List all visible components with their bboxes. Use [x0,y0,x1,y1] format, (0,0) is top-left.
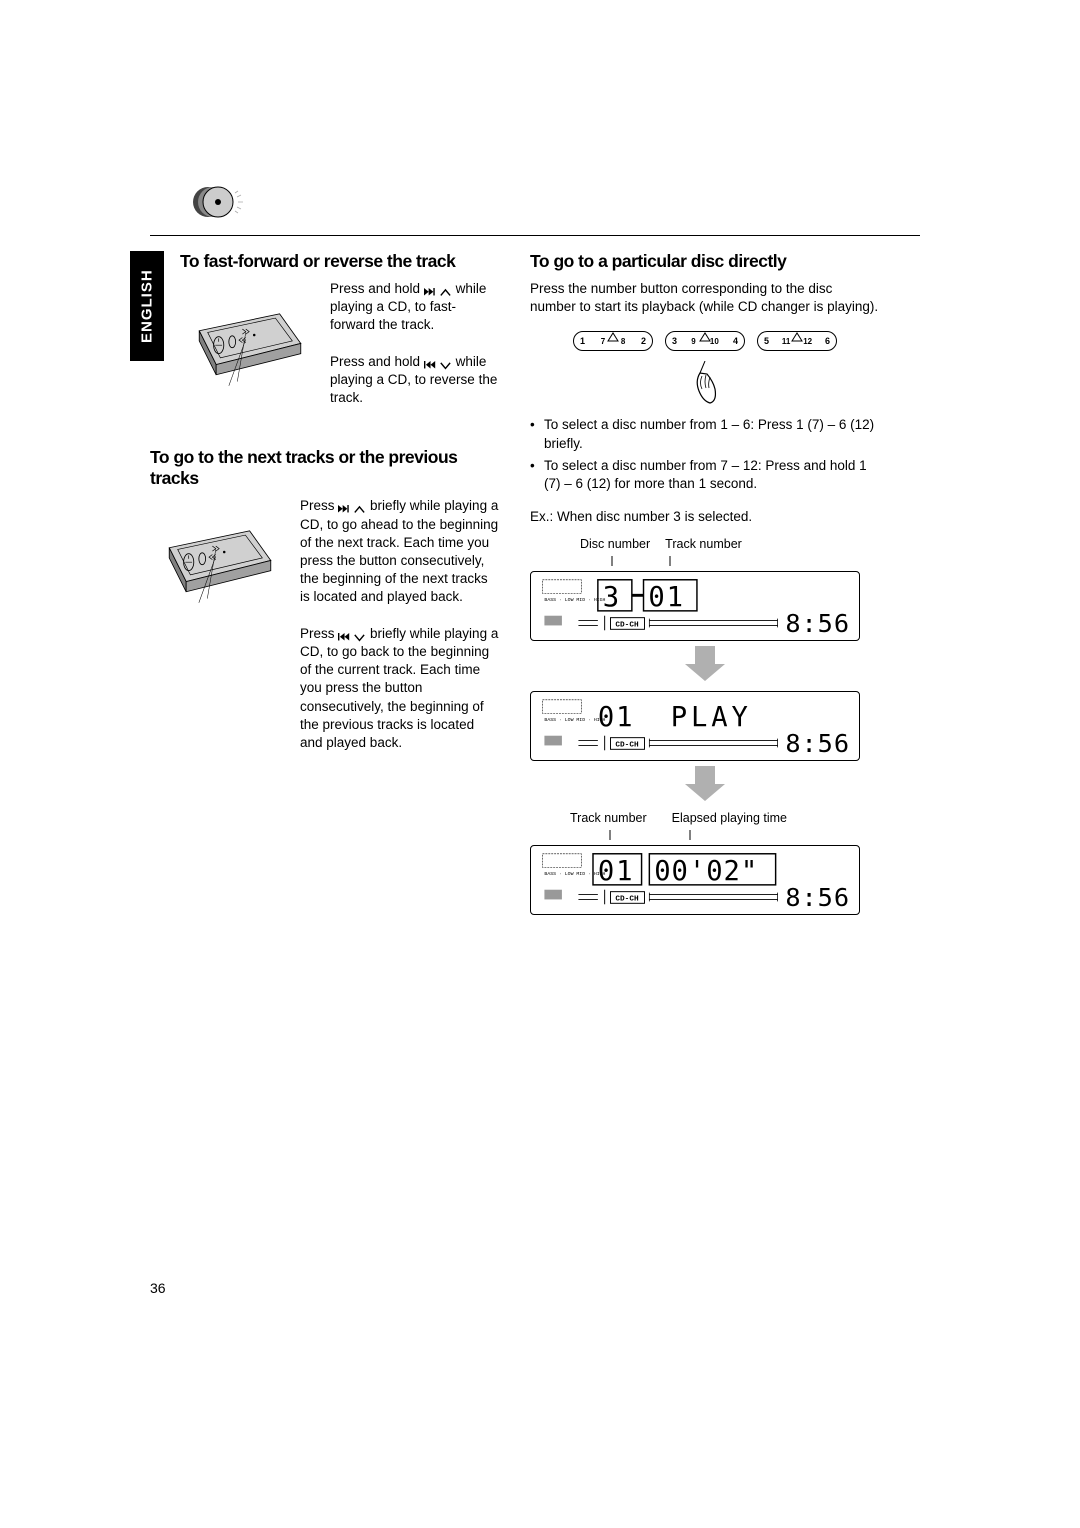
btn-num: 3 [672,336,677,346]
triangle-icon [699,332,711,344]
button-3-9-10-4[interactable]: 3 9 10 4 [665,331,745,351]
triangle-icon [607,332,619,344]
bullet-text: To select a disc number from 7 – 12: Pre… [544,457,880,493]
control-panel-diagram-2 [150,497,290,607]
horizontal-rule [150,235,920,236]
cd-stack-icon [190,185,920,225]
next-text: Press briefly while playing a CD, to go … [300,497,500,606]
fast-forward-up-icon [424,284,452,294]
prev-text: Press briefly while playing a CD, to go … [300,625,500,753]
section-title-ff: To fast-forward or reverse the track [180,251,500,272]
btn-num: 1 [580,336,585,346]
lcd-display-1: BASS · LOW MID · HIGH 3 01 CD-CH 8 [530,571,860,641]
lcd-display-2: BASS · LOW MID · HIGH 01 PLAY CD-CH 8:56 [530,691,860,761]
control-panel-diagram-1 [180,280,320,390]
svg-text:8:56: 8:56 [785,729,850,758]
svg-text:BASS · LOW MID · HIGH: BASS · LOW MID · HIGH [544,717,605,723]
triangle-icon [791,332,803,344]
svg-text:01: 01 [598,702,635,733]
svg-text:01: 01 [598,856,635,887]
btn-num: 9 [691,337,695,346]
finger-press-icon [530,361,880,406]
lcd3-label-track: Track number [570,811,647,825]
btn-num: 11 [782,337,790,346]
bullet-text: To select a disc number from 1 – 6: Pres… [544,416,880,452]
button-1-7-8-2[interactable]: 1 7 8 2 [573,331,653,351]
example-label: Ex.: When disc number 3 is selected. [530,508,880,526]
arrow-down-icon [530,766,880,801]
number-buttons-row: 1 7 8 2 3 9 10 4 5 11 12 [530,331,880,351]
svg-text:BASS · LOW MID · HIGH: BASS · LOW MID · HIGH [544,597,605,603]
svg-text:CD-CH: CD-CH [615,741,639,749]
lcd1-label-disc: Disc number [580,537,650,551]
btn-num: 5 [764,336,769,346]
svg-text:CD-CH: CD-CH [615,621,639,629]
svg-text:3: 3 [603,582,621,613]
svg-text:PLAY: PLAY [671,702,752,733]
svg-text:8:56: 8:56 [785,609,850,638]
button-5-11-12-6[interactable]: 5 11 12 6 [757,331,837,351]
disc-intro: Press the number button corresponding to… [530,280,880,316]
btn-num: 8 [621,337,625,346]
prev-track-down-icon [338,629,366,639]
btn-num: 6 [825,336,830,346]
section-title-disc: To go to a particular disc directly [530,251,880,272]
btn-num: 2 [641,336,646,346]
svg-text:8:56: 8:56 [785,883,850,912]
bullet-item: •To select a disc number from 1 – 6: Pre… [530,416,880,452]
lcd1-label-track: Track number [665,537,742,551]
section-title-next: To go to the next tracks or the previous… [150,447,500,489]
lcd3-label-elapsed: Elapsed playing time [672,811,787,825]
btn-num: 4 [733,336,738,346]
arrow-down-icon [530,646,880,681]
rewind-down-icon [424,357,452,367]
label-tick-lines [530,553,880,571]
lcd-display-3: BASS · LOW MID · HIGH 01 00'02" CD-CH 8:… [530,845,860,915]
bullet-item: •To select a disc number from 7 – 12: Pr… [530,457,880,493]
rev-text: Press and hold while playing a CD, to re… [330,353,500,408]
next-track-up-icon [338,502,366,512]
language-tab: ENGLISH [130,251,164,361]
svg-text:BASS · LOW MID · HIGH: BASS · LOW MID · HIGH [544,871,605,877]
btn-num: 7 [601,337,605,346]
label-tick-lines [530,827,880,845]
svg-text:CD-CH: CD-CH [615,895,639,903]
svg-text:01: 01 [648,582,685,613]
ff-text: Press and hold while playing a CD, to fa… [330,280,500,335]
svg-text:00'02": 00'02" [654,856,758,887]
page-number: 36 [150,1280,166,1296]
btn-num: 12 [803,337,812,346]
btn-num: 10 [710,337,719,346]
